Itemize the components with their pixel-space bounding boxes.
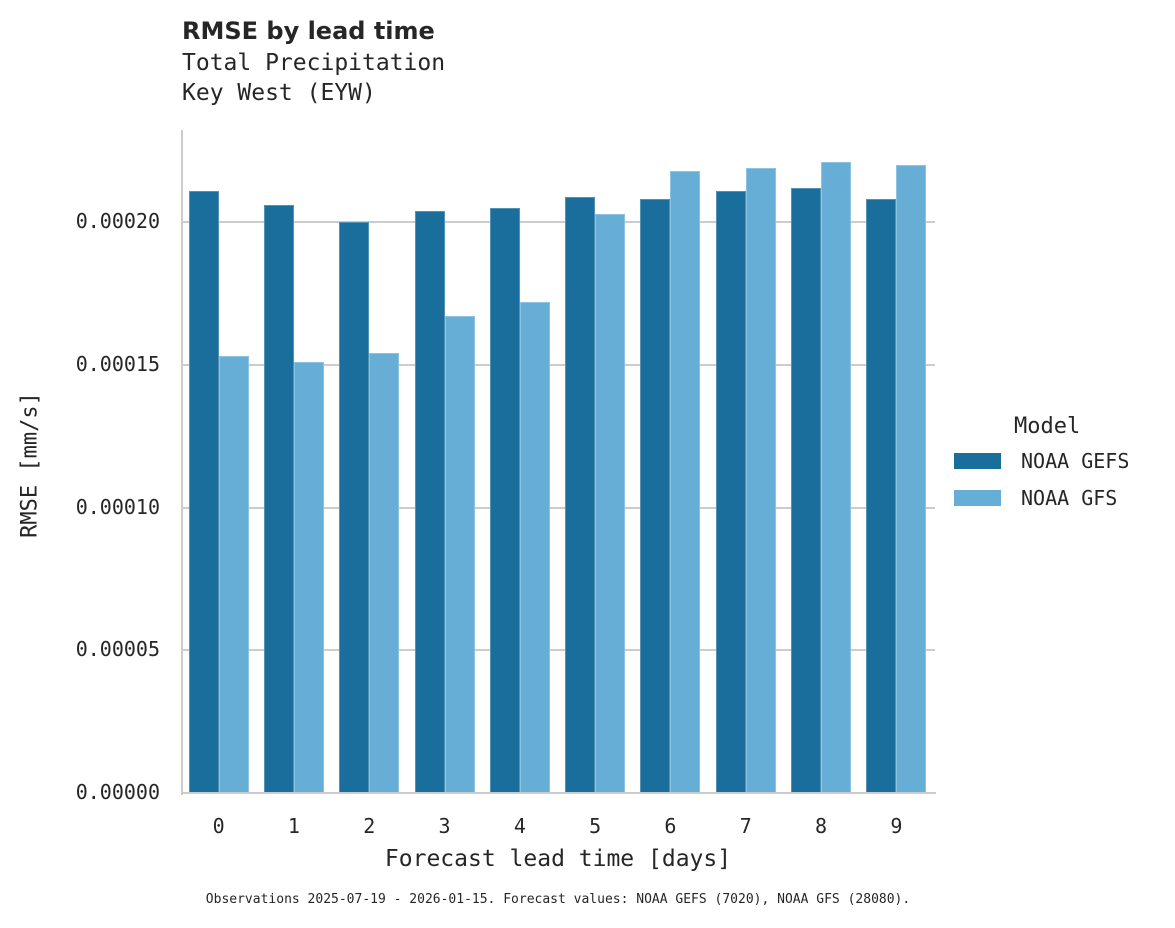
x-tick-label: 0 (212, 814, 225, 838)
legend-swatch-gefs (954, 453, 1001, 469)
footnote: Observations 2025-07-19 - 2026-01-15. Fo… (205, 892, 911, 907)
bar-noaa-gfs-1 (293, 362, 324, 793)
gridline (182, 363, 935, 366)
bar-noaa-gefs-0 (188, 190, 219, 793)
legend-item-gefs: NOAA GEFS (954, 449, 1129, 473)
x-tick-label: 4 (513, 814, 526, 838)
bar-noaa-gefs-8 (791, 187, 822, 793)
bar-noaa-gfs-6 (670, 170, 701, 793)
gridline (182, 221, 935, 224)
gridline (182, 649, 935, 652)
y-tick-label: 0.00005 (75, 637, 160, 662)
y-tick-label: 0.00000 (75, 780, 160, 804)
x-tick-label: 2 (363, 814, 376, 838)
x-tick-label: 9 (890, 814, 903, 838)
bar-noaa-gefs-3 (414, 210, 445, 793)
legend-item-gfs: NOAA GFS (954, 486, 1117, 510)
chart-subtitle-variable: Total Precipitation (182, 50, 446, 76)
x-tick-label: 7 (739, 814, 752, 838)
bar-noaa-gefs-1 (263, 205, 294, 793)
bar-noaa-gfs-2 (369, 353, 400, 793)
bar-noaa-gfs-3 (444, 316, 475, 793)
legend-swatch-gfs (954, 490, 1001, 506)
bar-noaa-gefs-6 (640, 199, 671, 793)
legend-label-gefs: NOAA GEFS (1021, 449, 1130, 473)
y-tick-label: 0.00020 (75, 209, 160, 234)
y-tick-label: 0.00010 (75, 494, 160, 519)
x-tick-label: 6 (664, 814, 677, 838)
bar-noaa-gfs-4 (519, 302, 550, 793)
bar-noaa-gefs-7 (715, 190, 746, 793)
x-axis-label: Forecast lead time [days] (384, 846, 732, 872)
x-axis-spine (181, 792, 936, 794)
y-tick-label: 0.00015 (75, 351, 160, 376)
bar-noaa-gefs-5 (565, 196, 596, 793)
bar-noaa-gfs-8 (821, 162, 852, 793)
bar-noaa-gfs-9 (896, 165, 927, 793)
x-tick-label: 1 (287, 814, 300, 838)
bar-noaa-gfs-7 (745, 167, 776, 793)
bar-noaa-gfs-5 (595, 213, 626, 793)
bar-noaa-gfs-0 (218, 356, 249, 793)
x-tick-label: 5 (589, 814, 602, 838)
legend-label-gfs: NOAA GFS (1021, 486, 1118, 510)
bar-noaa-gefs-2 (339, 222, 370, 793)
legend-title: Model (1014, 414, 1081, 439)
y-axis-spine (181, 130, 183, 795)
gridline (182, 506, 935, 509)
x-tick-label: 8 (815, 814, 828, 838)
x-tick-label: 3 (438, 814, 451, 838)
bar-noaa-gefs-9 (866, 199, 897, 793)
y-axis-label: RMSE [mm/s] (17, 392, 43, 538)
chart-subtitle-location: Key West (EYW) (182, 80, 376, 106)
bar-noaa-gefs-4 (489, 207, 520, 793)
chart-title: RMSE by lead time (182, 17, 435, 45)
